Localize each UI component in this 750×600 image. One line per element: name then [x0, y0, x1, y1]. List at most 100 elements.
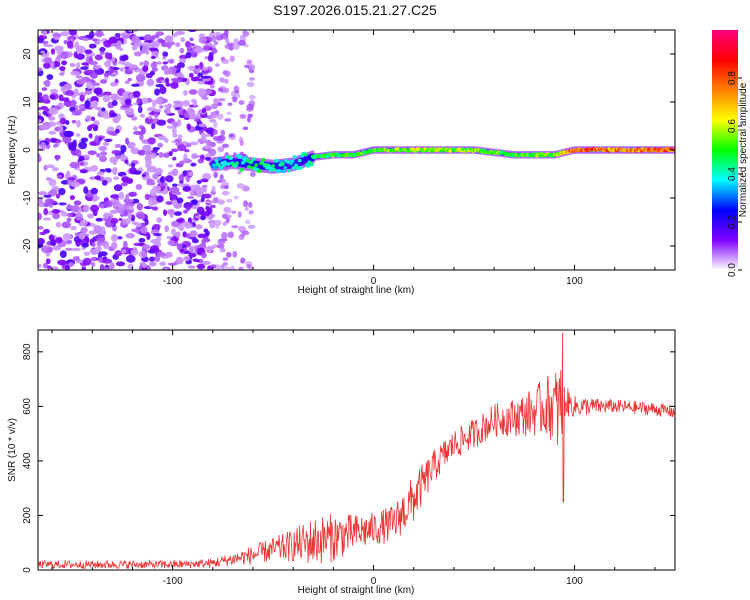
heatmap-cell [164, 35, 174, 43]
heatmap-cell [143, 60, 150, 67]
heatmap-cell [155, 61, 163, 65]
heatmap-cell [39, 124, 50, 131]
heatmap-cell [71, 110, 82, 116]
heatmap-cell [90, 116, 96, 122]
heatmap-cell [224, 207, 232, 214]
heatmap-cell [216, 113, 224, 120]
heatmap-cell [214, 31, 222, 36]
heatmap-cell [182, 185, 192, 192]
heatmap-cell [120, 144, 127, 153]
heatmap-cell [228, 133, 234, 138]
heatmap-cell [132, 90, 141, 98]
heatmap-cell [217, 238, 226, 245]
heatmap-cell [43, 202, 50, 208]
heatmap-cell [150, 152, 157, 159]
heatmap-cell [226, 198, 233, 203]
heatmap-cell [151, 206, 159, 211]
heatmap-cell [120, 249, 127, 254]
heatmap-cell [208, 118, 217, 123]
heatmap-cell [168, 151, 173, 157]
heatmap-cell [172, 133, 178, 138]
snr-y-tick-label: 800 [22, 343, 33, 360]
heatmap-cell [99, 46, 106, 53]
snr-series-line [38, 332, 675, 570]
heatmap-cell [248, 94, 256, 100]
heatmap-cell [174, 42, 181, 48]
heatmap-cell [110, 217, 119, 224]
heatmap-cell [54, 45, 64, 52]
heatmap-cell [246, 81, 255, 88]
heatmap-cell [91, 242, 96, 247]
heatmap-cell [75, 133, 81, 137]
heatmap-cell [144, 193, 150, 201]
heatmap-cell [38, 237, 45, 245]
heatmap-cell [158, 152, 164, 158]
heatmap-cell [101, 179, 108, 186]
heatmap-cell [55, 221, 62, 228]
heatmap-cell [257, 169, 262, 173]
heatmap-cell [230, 90, 236, 97]
heatmap-cell [126, 112, 135, 116]
heatmap-cell [170, 148, 179, 153]
heatmap-cell [246, 59, 253, 65]
heatmap-cell [220, 264, 225, 270]
colorbar-label: Normalized spectral amplitude [738, 82, 749, 217]
heatmap-cell [156, 195, 164, 203]
heatmap-cell [158, 135, 167, 141]
heatmap-cell [93, 89, 102, 94]
heatmap-cell [201, 252, 207, 259]
heatmap-cell [148, 199, 154, 208]
heatmap-cell [61, 221, 72, 229]
heatmap-cell [165, 201, 173, 205]
heatmap-cell [125, 178, 134, 184]
heatmap-cell [90, 72, 98, 79]
heatmap-cell [136, 202, 143, 211]
heatmap-cell [112, 61, 118, 66]
heatmap-cell [214, 158, 219, 163]
heatmap-cell [201, 261, 211, 265]
heatmap-cell [200, 240, 207, 248]
heatmap-cell [123, 209, 129, 217]
heatmap-cell [127, 77, 132, 82]
heatmap-cell [139, 113, 146, 118]
heatmap-cell [69, 63, 76, 67]
colorbar-tick-label: 0.4 [727, 167, 738, 181]
heatmap-cell [272, 167, 277, 172]
heatmap-cell [213, 98, 219, 104]
heatmap-cell [75, 62, 81, 70]
heatmap-cell [102, 94, 111, 103]
heatmap-cell [145, 72, 153, 79]
heatmap-cell [198, 140, 208, 144]
heatmap-cell [64, 264, 70, 270]
heatmap-cell [76, 119, 81, 128]
heatmap-cell [66, 40, 73, 49]
heatmap-cell [87, 150, 97, 156]
heatmap-cell [119, 55, 128, 62]
heatmap-cell [119, 153, 126, 161]
heatmap-cell [66, 213, 73, 218]
heatmap-cell [60, 211, 68, 217]
heatmap-cell [124, 80, 130, 85]
heatmap-cell [164, 107, 171, 115]
heatmap-cell [202, 45, 211, 51]
heatmap-cell [110, 81, 119, 87]
heatmap-cell [182, 158, 191, 164]
heatmap-cell [49, 188, 58, 197]
heatmap-cell [191, 154, 202, 158]
heatmap-cell [183, 209, 188, 214]
spectrogram-y-tick-label: 0 [22, 147, 33, 153]
heatmap-cell [217, 98, 226, 102]
heatmap-cell [167, 43, 172, 49]
heatmap-cell [81, 62, 89, 66]
heatmap-cell [105, 168, 112, 173]
heatmap-cell [222, 222, 227, 226]
heatmap-cell [91, 100, 99, 107]
heatmap-cell [195, 224, 203, 230]
heatmap-cell [153, 167, 163, 175]
heatmap-cell [71, 120, 77, 124]
heatmap-cell [183, 201, 193, 210]
heatmap-cell [55, 154, 60, 161]
heatmap-cell [47, 210, 53, 216]
